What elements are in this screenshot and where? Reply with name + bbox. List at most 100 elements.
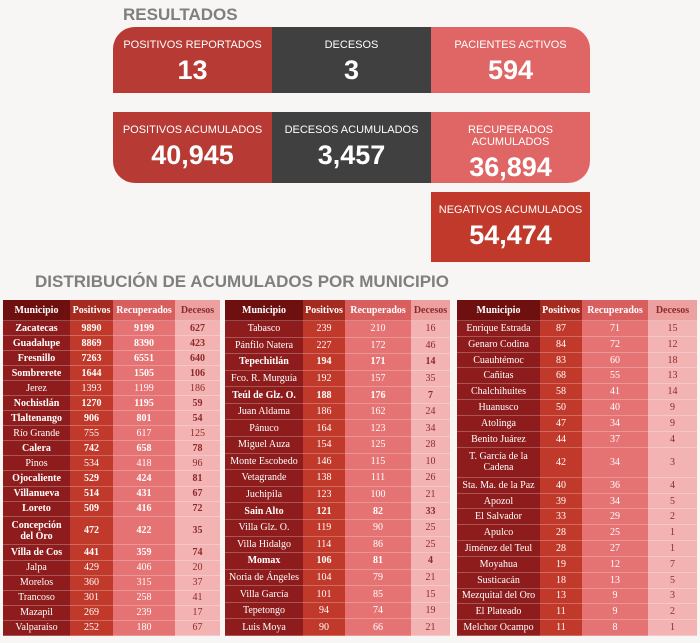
cell: 35 [411, 370, 450, 388]
row: Pánfilo Natera 227 172 46 [225, 337, 450, 355]
cell: 25 [411, 536, 450, 554]
cell: 37 [175, 575, 220, 591]
cell: 9199 [113, 320, 175, 337]
card-label: DECESOS [324, 39, 379, 51]
cell: 19 [411, 602, 450, 620]
cell: 72 [582, 336, 648, 353]
cell: 418 [113, 455, 175, 472]
header-row: Municipio Positivos Recuperados Decesos [225, 300, 450, 321]
row: Concepción del Oro 472 422 35 [3, 516, 220, 546]
cell: 21 [411, 618, 450, 636]
cell: 154 [303, 436, 345, 454]
card: PACIENTES ACTIVOS 594 [431, 27, 590, 93]
cell: 34 [582, 415, 648, 432]
cell: Tepetongo [225, 602, 303, 620]
cell: Moyahua [457, 556, 540, 573]
cell: 210 [345, 320, 411, 338]
row: Ojocaliente 529 424 81 [3, 470, 220, 487]
cell: 106 [175, 365, 220, 382]
cell: Nochistlán [3, 395, 70, 412]
cell: 146 [303, 453, 345, 471]
cell: 60 [582, 352, 648, 369]
row: Tepetongo 94 74 19 [225, 602, 450, 620]
cell: 441 [70, 544, 113, 561]
row: Pinos 534 418 96 [3, 455, 220, 472]
header-row: Municipio Positivos Recuperados Decesos [457, 300, 697, 321]
column-header: Recuperados [345, 300, 411, 321]
cell: 11 [540, 619, 582, 636]
row: Sain Alto 121 82 33 [225, 502, 450, 520]
cell: 33 [540, 508, 582, 526]
cell: 78 [175, 440, 220, 457]
cell: 34 [582, 447, 648, 478]
cell: 1195 [113, 395, 175, 412]
row: Noria de Ángeles 104 79 21 [225, 569, 450, 587]
cell: 742 [70, 440, 113, 457]
cell: Ojocaliente [3, 470, 70, 487]
column-header: Municipio [3, 300, 70, 321]
cell: Villa de Cos [3, 544, 70, 561]
cell: 1199 [113, 380, 175, 397]
row: Tabasco 239 210 16 [225, 320, 450, 338]
cell: 627 [175, 320, 220, 337]
cell: 28 [540, 540, 582, 557]
cell: 81 [175, 470, 220, 487]
cell: Genaro Codina [457, 336, 540, 353]
cell: 36 [582, 477, 648, 494]
row: Río Grande 755 617 125 [3, 425, 220, 442]
row: Villa de Cos 441 359 74 [3, 544, 220, 561]
row: Villanueva 514 431 67 [3, 486, 220, 502]
cell: 9 [582, 588, 648, 605]
cell: Cañitas [457, 367, 540, 385]
cell: 8869 [70, 335, 113, 352]
cell: 111 [345, 469, 411, 487]
cell: 40 [540, 477, 582, 494]
row: Zacatecas 9890 9199 627 [3, 320, 220, 337]
cell: 17 [175, 605, 220, 621]
cell: 114 [303, 536, 345, 554]
cell: Jerez [3, 380, 70, 397]
row: Cañitas 68 55 13 [457, 367, 697, 385]
cell: Mazapil [3, 605, 70, 621]
column-header: Recuperados [582, 300, 648, 321]
cell: 9 [648, 415, 697, 432]
cell: 101 [303, 585, 345, 603]
cell: 28 [411, 436, 450, 454]
cell: 239 [113, 605, 175, 621]
cell: 186 [303, 403, 345, 421]
cell: 171 [345, 353, 411, 371]
row: Tepechitlán 194 171 14 [225, 353, 450, 371]
cell: 29 [582, 508, 648, 526]
cell: Tepechitlán [225, 353, 303, 371]
row: Villa Hidalgo 114 86 25 [225, 536, 450, 554]
cell: 3 [648, 447, 697, 478]
cell: 8 [582, 619, 648, 636]
cell: Vetagrande [225, 469, 303, 487]
column-header: Recuperados [113, 300, 175, 321]
row: Apozol 39 34 5 [457, 493, 697, 510]
row: Trancoso 301 258 41 [3, 590, 220, 606]
cell: Momax [225, 552, 303, 570]
row: Jiménez del Teul 28 27 1 [457, 540, 697, 557]
cell: 180 [113, 620, 175, 637]
cell: Cuauhtémoc [457, 352, 540, 369]
cell: El Salvador [457, 508, 540, 526]
cell: 11 [540, 603, 582, 621]
row: Benito Juárez 44 37 4 [457, 431, 697, 448]
cell: 801 [113, 410, 175, 427]
card: DECESOS 3 [272, 27, 431, 93]
cell: El Plateado [457, 603, 540, 621]
cell: 44 [540, 431, 582, 448]
card: RECUPERADOS ACUMULADOS 36,894 [431, 112, 590, 183]
cell: Apulco [457, 524, 540, 542]
column-header: Municipio [457, 300, 540, 321]
header-row: Municipio Positivos Recuperados Decesos [3, 300, 220, 321]
cell: 194 [303, 353, 345, 371]
cell: Apozol [457, 493, 540, 510]
cell: 86 [345, 536, 411, 554]
cell: 13 [582, 572, 648, 589]
card-label: RECUPERADOS ACUMULADOS [468, 124, 553, 148]
cell: 7 [648, 556, 697, 573]
cell: 21 [411, 569, 450, 587]
